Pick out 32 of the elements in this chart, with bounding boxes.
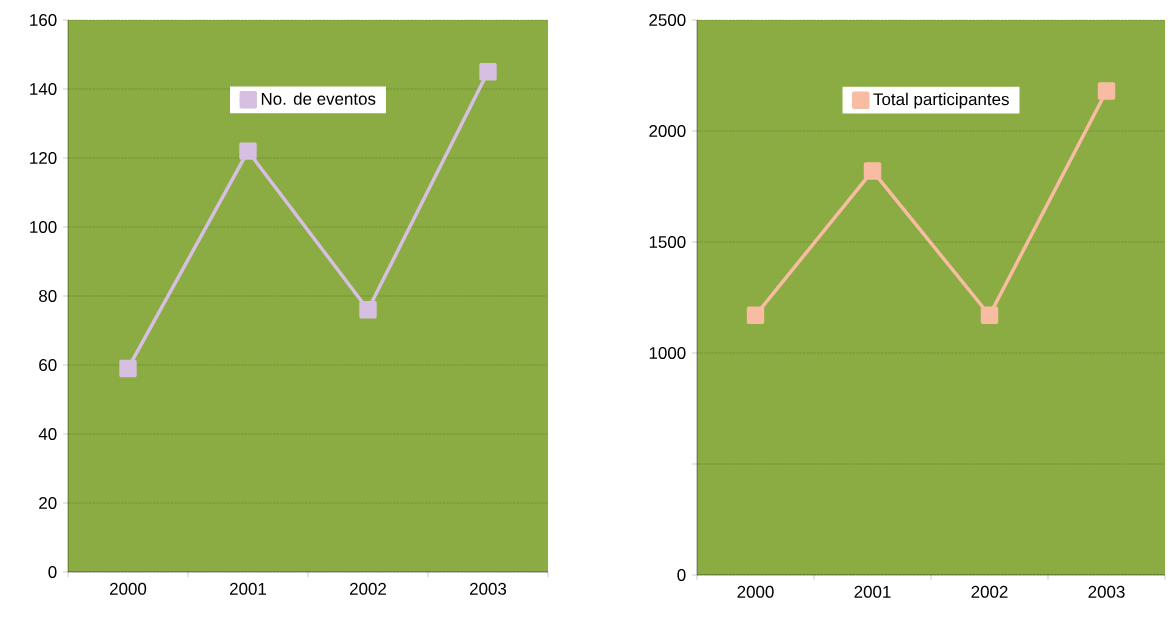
point xyxy=(239,142,257,160)
y-tick-label: 2500 xyxy=(649,14,686,26)
x-tick-label: 2003 xyxy=(1088,585,1125,598)
legend-label: Total participantes xyxy=(873,92,1009,109)
y-tick-label: 2000 xyxy=(649,125,686,137)
x-tick-label: 2002 xyxy=(971,585,1008,598)
point xyxy=(980,306,999,324)
x-tick-label: 2001 xyxy=(230,582,267,595)
y-tick-label: 120 xyxy=(30,152,57,164)
point xyxy=(1097,82,1116,100)
point xyxy=(479,63,497,81)
y-tick-label: 0 xyxy=(48,566,57,578)
y-tick-label: 100 xyxy=(30,221,57,233)
point xyxy=(119,359,137,378)
x-tick-label: 2001 xyxy=(854,585,891,598)
x-tick-label: 2000 xyxy=(737,585,774,598)
y-tick-label: 20 xyxy=(39,497,57,509)
y-tick-label: 1500 xyxy=(649,236,686,248)
x-tick-label: 2003 xyxy=(470,582,507,595)
y-tick-label: 60 xyxy=(39,359,57,371)
y-tick-label: 140 xyxy=(30,83,57,95)
y-tick-label: 0 xyxy=(677,569,686,581)
legend-label: No. de eventos xyxy=(261,92,376,105)
y-tick-label: 1000 xyxy=(649,347,686,359)
point xyxy=(863,162,882,180)
x-tick-label: 2002 xyxy=(350,582,386,595)
x-tick-label: 2000 xyxy=(110,582,147,595)
point xyxy=(746,306,765,324)
point xyxy=(359,301,377,319)
y-tick-label: 160 xyxy=(30,13,57,26)
y-tick-label: 80 xyxy=(39,290,57,302)
y-tick-label: 40 xyxy=(38,428,57,440)
